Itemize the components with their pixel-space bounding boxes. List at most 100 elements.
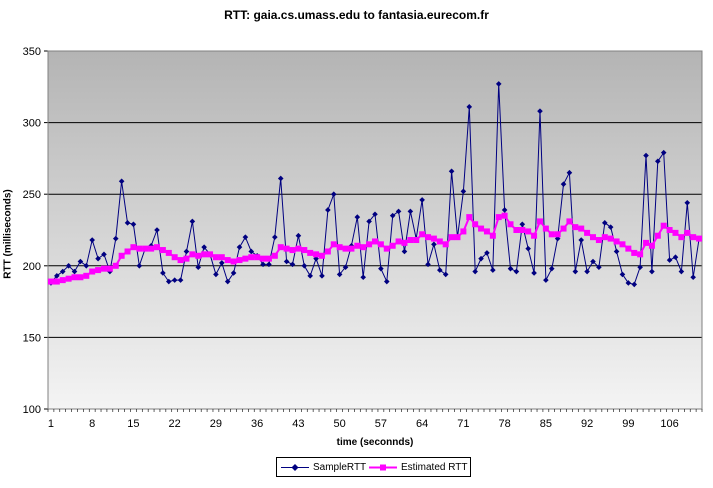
x-tick-label: 85 [540, 418, 552, 430]
data-point-samplertt [525, 245, 531, 252]
data-point-estimated-rtt [578, 225, 585, 232]
data-point-estimated-rtt [548, 231, 555, 238]
data-point-estimated-rtt [301, 247, 308, 254]
data-point-samplertt [283, 258, 290, 265]
data-point-estimated-rtt [472, 221, 479, 228]
data-point-samplertt [548, 265, 555, 272]
data-point-estimated-rtt [519, 227, 526, 233]
x-tick-label: 22 [169, 418, 181, 430]
data-point-estimated-rtt [590, 234, 596, 241]
data-point-estimated-rtt [271, 252, 278, 259]
data-point-samplertt [484, 250, 490, 256]
data-point-estimated-rtt [183, 255, 190, 262]
legend-estimated-rtt-marker [369, 464, 397, 471]
data-point-samplertt [660, 149, 667, 156]
data-point-estimated-rtt [142, 245, 149, 252]
data-point-samplertt [419, 197, 425, 203]
x-tick-label: 71 [457, 418, 469, 430]
data-point-estimated-rtt [318, 252, 325, 259]
data-point-estimated-rtt [654, 232, 661, 239]
data-point-estimated-rtt [425, 234, 432, 241]
data-point-samplertt [230, 270, 237, 276]
data-point-estimated-rtt [342, 245, 349, 252]
y-tick-label: 300 [23, 118, 41, 130]
data-point-estimated-rtt [507, 221, 514, 228]
data-point-samplertt [448, 168, 455, 175]
data-point-samplertt [596, 264, 602, 271]
data-point-samplertt [224, 278, 231, 285]
data-point-samplertt [543, 277, 549, 283]
data-point-samplertt [649, 268, 655, 275]
data-point-samplertt [519, 221, 526, 228]
data-point-samplertt [189, 218, 196, 225]
data-point-samplertt [378, 265, 384, 272]
data-point-samplertt [672, 254, 679, 261]
data-point-estimated-rtt [254, 254, 261, 261]
data-point-estimated-rtt [47, 278, 54, 285]
data-point-estimated-rtt [59, 277, 66, 284]
data-point-estimated-rtt [148, 245, 155, 252]
data-point-estimated-rtt [454, 234, 461, 241]
data-point-samplertt [460, 188, 467, 195]
data-point-samplertt [248, 248, 255, 255]
data-point-samplertt [177, 277, 184, 283]
data-point-estimated-rtt [684, 229, 691, 236]
data-point-samplertt [136, 263, 143, 269]
x-tick-label: 57 [375, 418, 387, 430]
data-point-samplertt [130, 221, 137, 228]
data-point-samplertt [383, 278, 390, 285]
data-point-estimated-rtt [230, 258, 237, 265]
data-point-samplertt [160, 270, 166, 276]
data-point-estimated-rtt [637, 251, 644, 258]
data-point-estimated-rtt [195, 252, 202, 259]
data-point-estimated-rtt [478, 225, 485, 232]
x-tick-label: 99 [622, 418, 634, 430]
data-point-estimated-rtt [383, 245, 390, 252]
data-point-estimated-rtt [377, 241, 384, 248]
data-point-samplertt [389, 212, 396, 219]
data-point-samplertt [165, 278, 172, 285]
data-point-samplertt [289, 261, 296, 268]
data-point-estimated-rtt [660, 222, 667, 229]
data-point-samplertt [266, 261, 272, 268]
data-point-estimated-rtt [265, 255, 272, 262]
data-point-estimated-rtt [631, 249, 638, 256]
legend-samplertt-marker [281, 464, 309, 471]
data-point-estimated-rtt [607, 235, 614, 242]
data-point-estimated-rtt [336, 244, 343, 251]
data-point-samplertt [678, 268, 685, 275]
data-point-estimated-rtt [53, 278, 60, 285]
y-tick-label: 250 [23, 189, 41, 201]
x-tick-label: 36 [251, 418, 263, 430]
data-point-samplertt [601, 220, 608, 226]
data-point-estimated-rtt [513, 227, 520, 233]
data-point-samplertt [431, 241, 437, 248]
legend-estimated-rtt-label: Estimated RTT [401, 462, 468, 473]
data-point-samplertt [472, 268, 478, 275]
data-point-samplertt [613, 248, 620, 255]
data-point-samplertt [319, 273, 325, 279]
data-point-estimated-rtt [360, 244, 367, 251]
data-point-samplertt [666, 257, 673, 263]
data-point-estimated-rtt [489, 232, 496, 239]
data-point-samplertt [219, 260, 225, 266]
data-point-estimated-rtt [448, 234, 455, 241]
data-point-estimated-rtt [177, 257, 184, 264]
data-point-samplertt [124, 220, 131, 226]
data-point-estimated-rtt [572, 224, 579, 231]
data-point-estimated-rtt [354, 242, 361, 249]
data-point-estimated-rtt [566, 218, 573, 225]
y-tick-label: 150 [23, 332, 41, 344]
data-point-samplertt [201, 244, 207, 250]
data-point-estimated-rtt [307, 249, 314, 256]
data-point-samplertt [578, 237, 585, 243]
data-point-samplertt [425, 261, 431, 268]
data-point-samplertt [643, 152, 649, 159]
data-point-samplertt [236, 244, 243, 250]
data-point-estimated-rtt [678, 234, 685, 241]
data-point-estimated-rtt [348, 245, 355, 252]
data-point-estimated-rtt [643, 239, 650, 246]
data-point-samplertt [372, 211, 378, 218]
data-point-estimated-rtt [413, 237, 420, 244]
